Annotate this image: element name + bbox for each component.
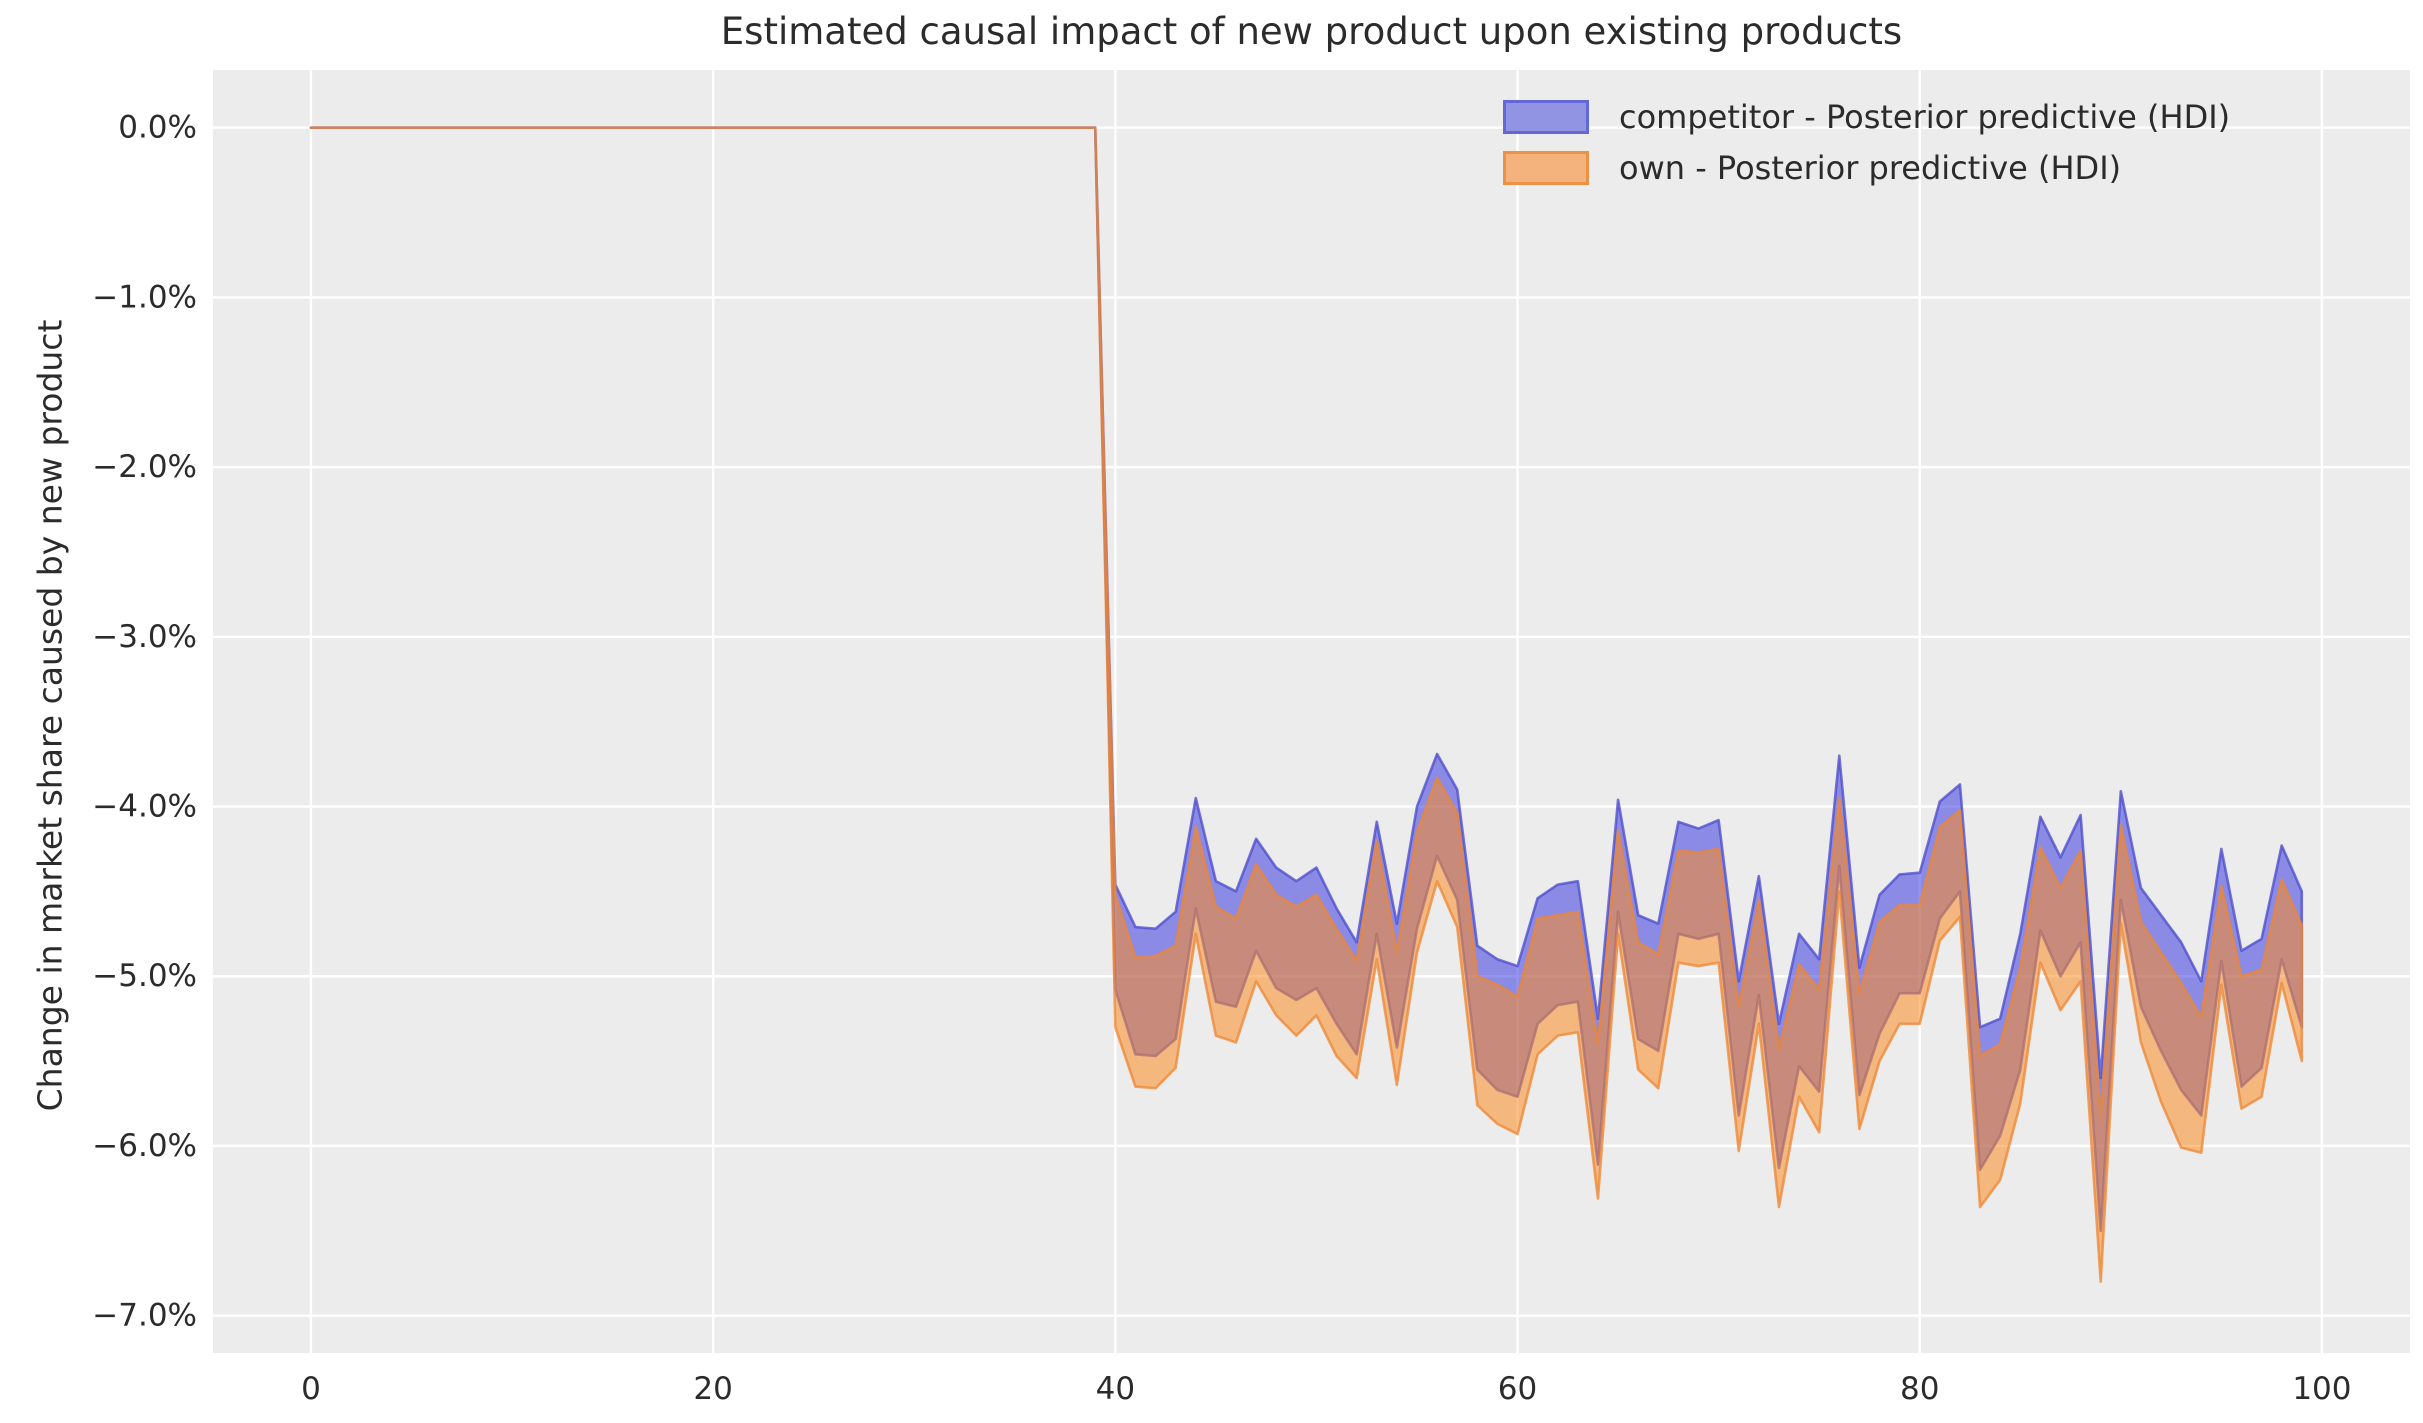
x-tick-label: 60 xyxy=(1498,1371,1537,1407)
x-tick-label: 100 xyxy=(2292,1371,2351,1407)
y-tick-label: −7.0% xyxy=(92,1298,197,1334)
competitor-hdi-swatch xyxy=(1503,100,1589,134)
y-tick-label: −4.0% xyxy=(92,789,197,825)
own-hdi-swatch xyxy=(1503,151,1589,185)
y-tick-label: −6.0% xyxy=(92,1128,197,1164)
chart-legend: competitor - Posterior predictive (HDI) … xyxy=(1503,100,2230,185)
legend-item-own: own - Posterior predictive (HDI) xyxy=(1503,151,2230,185)
y-tick-label: −5.0% xyxy=(92,958,197,994)
y-tick-label: −3.0% xyxy=(92,619,197,655)
legend-label-own: own - Posterior predictive (HDI) xyxy=(1619,149,2122,187)
chart-title: Estimated causal impact of new product u… xyxy=(720,10,1903,53)
legend-label-competitor: competitor - Posterior predictive (HDI) xyxy=(1619,98,2231,136)
plot-background xyxy=(213,70,2410,1353)
y-tick-label: −1.0% xyxy=(92,279,197,315)
y-tick-label: −2.0% xyxy=(92,449,197,485)
own-hdi-band xyxy=(309,126,2304,1284)
x-tick-label: 0 xyxy=(301,1371,321,1407)
x-tick-label: 80 xyxy=(1900,1371,1939,1407)
x-tick-label: 40 xyxy=(1096,1371,1135,1407)
legend-item-competitor: competitor - Posterior predictive (HDI) xyxy=(1503,100,2230,134)
x-tick-label: 20 xyxy=(693,1371,732,1407)
y-tick-label: 0.0% xyxy=(118,110,197,146)
